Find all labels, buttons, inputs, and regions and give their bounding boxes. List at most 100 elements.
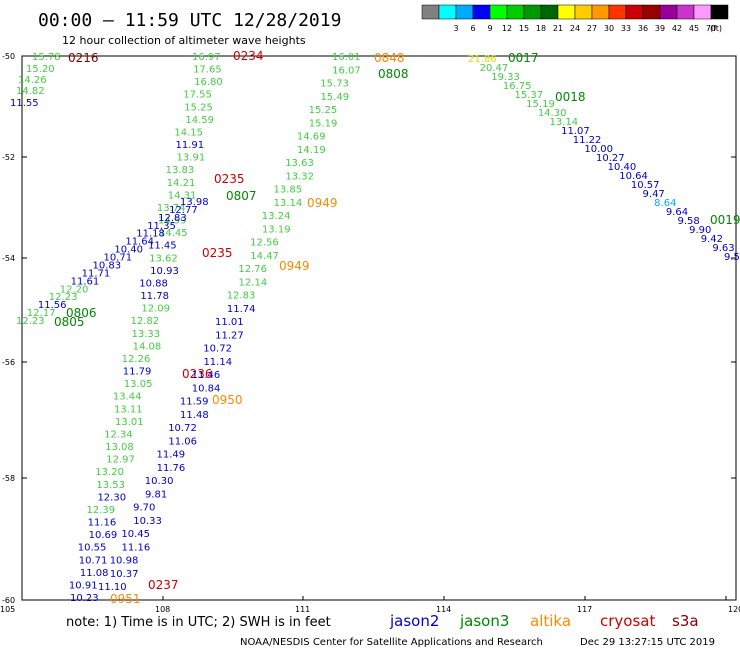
swh-value: 11.45 bbox=[148, 241, 177, 252]
swh-value: 11.78 bbox=[140, 291, 169, 302]
swh-value: 13.98 bbox=[180, 197, 209, 208]
swh-value: 10.27 bbox=[596, 153, 625, 164]
swh-value: 12.09 bbox=[141, 304, 170, 315]
swh-value: 11.14 bbox=[203, 357, 232, 368]
swh-value: 12.97 bbox=[106, 455, 135, 466]
swh-value: 10.40 bbox=[114, 245, 143, 256]
pass-time-label: 0848 bbox=[374, 51, 405, 65]
swh-value: 15.73 bbox=[320, 79, 349, 90]
lat-tick-label: -50 bbox=[2, 52, 15, 61]
swh-value: 13.83 bbox=[166, 165, 195, 176]
swh-value: 9.42 bbox=[701, 234, 723, 245]
swh-value: 10.72 bbox=[203, 344, 232, 355]
swh-value: 11.76 bbox=[157, 463, 186, 474]
swh-value: 16.01 bbox=[332, 52, 361, 63]
swh-value: 9.64 bbox=[666, 207, 688, 218]
plot-frame bbox=[21, 55, 737, 601]
legend-unit: (ft) bbox=[710, 24, 722, 33]
swh-value: 10.37 bbox=[110, 569, 139, 580]
swh-value: 15.78 bbox=[32, 52, 61, 63]
legend-swatch bbox=[676, 4, 695, 20]
swh-value: 10.30 bbox=[145, 476, 174, 487]
legend-label: 21 bbox=[553, 24, 563, 33]
swh-value: 15.37 bbox=[515, 90, 544, 101]
lon-tick-label: 108 bbox=[155, 605, 170, 614]
swh-value: 16.97 bbox=[192, 52, 221, 63]
legend-swatch bbox=[540, 4, 559, 20]
swh-value: 9.70 bbox=[133, 503, 155, 514]
swh-value: 12.77 bbox=[169, 205, 198, 216]
legend-swatch bbox=[710, 4, 729, 20]
legend-swatch bbox=[693, 4, 712, 20]
swh-value: 15.25 bbox=[184, 102, 213, 113]
swh-value: 16.80 bbox=[194, 77, 223, 88]
swh-value: 11.55 bbox=[10, 98, 39, 109]
swh-value: 11.16 bbox=[88, 518, 117, 529]
swh-value: 11.71 bbox=[82, 268, 111, 279]
legend-swatch bbox=[642, 4, 661, 20]
lon-tick-label: 117 bbox=[577, 605, 592, 614]
lon-tick-label: 120 bbox=[728, 605, 740, 614]
swh-value: 14.47 bbox=[250, 251, 279, 262]
swh-value: 10.23 bbox=[70, 593, 99, 604]
legend-label: 30 bbox=[604, 24, 614, 33]
swh-value: 13.91 bbox=[177, 153, 206, 164]
legend-swatch bbox=[489, 4, 508, 20]
swh-value: 11.22 bbox=[573, 135, 602, 146]
color-legend: 3 6 9 12 15 18 21 24 27 30 33 36 39 42 45 70(ft) bbox=[421, 4, 729, 33]
swh-value: 12.39 bbox=[87, 505, 116, 516]
swh-value: 16.75 bbox=[503, 81, 532, 92]
swh-value: 11.56 bbox=[38, 300, 67, 311]
swh-value: 10.40 bbox=[608, 162, 637, 173]
map-subtitle: 12 hour collection of altimeter wave hei… bbox=[62, 34, 306, 47]
swh-value: 10.83 bbox=[93, 260, 122, 271]
swh-value: 20.47 bbox=[480, 63, 509, 74]
pass-time-label: 0216 bbox=[68, 51, 99, 65]
pass-time-label: 0236 bbox=[182, 367, 213, 381]
swh-value: 16.07 bbox=[332, 65, 361, 76]
swh-value: 14.30 bbox=[538, 108, 567, 119]
legend-swatch bbox=[659, 4, 678, 20]
legend-swatch bbox=[472, 4, 491, 20]
swh-value: 12.82 bbox=[130, 316, 159, 327]
swh-value: 10.84 bbox=[192, 383, 221, 394]
swh-value: 11.18 bbox=[136, 229, 165, 240]
swh-value: 14.59 bbox=[185, 115, 214, 126]
swh-value: 12.23 bbox=[49, 292, 78, 303]
lon-tick-label: 105 bbox=[0, 605, 15, 614]
legend-label: 27 bbox=[587, 24, 597, 33]
swh-value: 11.79 bbox=[123, 367, 152, 378]
map-title: 00:00 – 11:59 UTC 12/28/2019 bbox=[38, 10, 341, 31]
swh-value: 13.33 bbox=[132, 329, 161, 340]
swh-value: 9.63 bbox=[712, 243, 734, 254]
satellite-name: jason3 bbox=[459, 612, 509, 630]
pass-time-label: 0018 bbox=[555, 90, 586, 104]
map-axes: 105 108 111 114 117 120 -50 -52 -54 -56 -58 -60 bbox=[0, 52, 740, 614]
swh-value: 14.08 bbox=[133, 341, 162, 352]
swh-value: 12.20 bbox=[60, 284, 89, 295]
swh-value: 12.83 bbox=[227, 291, 256, 302]
swh-value: 13.85 bbox=[274, 185, 303, 196]
lat-tick-label: -52 bbox=[2, 153, 15, 162]
swh-value: 11.01 bbox=[215, 317, 244, 328]
swh-value: 11.46 bbox=[192, 370, 221, 381]
swh-value: 13.20 bbox=[95, 467, 124, 478]
pass-time-label: 0808 bbox=[378, 67, 409, 81]
swh-value: 9.58 bbox=[677, 216, 699, 227]
swh-value: 9.90 bbox=[689, 225, 711, 236]
swh-value: 14.21 bbox=[167, 178, 196, 189]
legend-swatch bbox=[574, 4, 593, 20]
swh-value: 13.01 bbox=[115, 417, 144, 428]
swh-value: 14.82 bbox=[16, 86, 45, 97]
swh-value: 13.19 bbox=[262, 224, 291, 235]
swh-value: 14.59 bbox=[158, 216, 187, 227]
swh-value: 15.49 bbox=[320, 92, 349, 103]
swh-value: 12.14 bbox=[239, 277, 268, 288]
swh-value: 12.23 bbox=[16, 316, 45, 327]
pass-time-label: 0805 bbox=[54, 315, 85, 329]
legend-swatch bbox=[591, 4, 610, 20]
swh-value: 12.17 bbox=[27, 308, 56, 319]
swh-value: 8.64 bbox=[654, 198, 676, 209]
footer-timestamp: Dec 29 13:27:15 UTC 2019 bbox=[580, 637, 715, 648]
